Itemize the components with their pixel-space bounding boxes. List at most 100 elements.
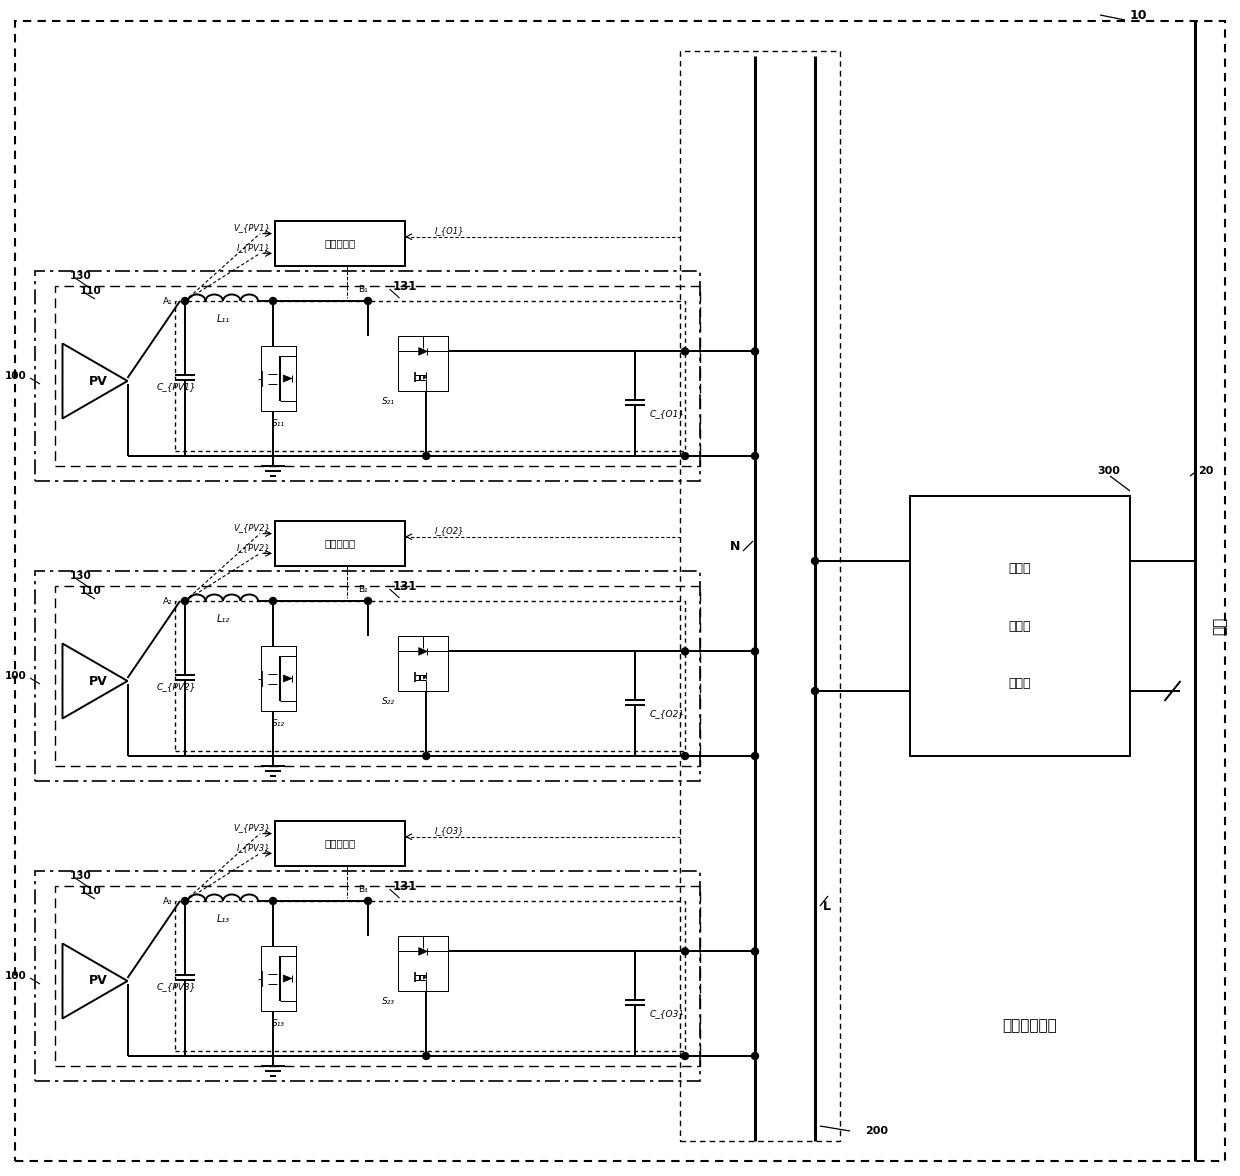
Text: A₃: A₃	[164, 896, 174, 906]
Circle shape	[751, 648, 759, 655]
Text: 低唸直流母线: 低唸直流母线	[1003, 1018, 1058, 1034]
Text: B₃: B₃	[358, 884, 368, 894]
Bar	[260, 346, 295, 410]
Text: C_{PV1}: C_{PV1}	[157, 382, 196, 390]
Bar	[175, 601, 684, 751]
Text: S₁₁: S₁₁	[272, 419, 284, 428]
Text: L: L	[823, 900, 831, 913]
Bar	[35, 270, 701, 481]
Circle shape	[682, 948, 688, 955]
Text: 逆变器: 逆变器	[1009, 676, 1032, 689]
Text: C_{PV2}: C_{PV2}	[157, 682, 196, 691]
Text: I_{PV2}: I_{PV2}	[237, 543, 270, 552]
Bar	[275, 821, 405, 866]
Bar	[55, 886, 701, 1065]
Bar	[175, 901, 684, 1051]
Text: 131: 131	[392, 580, 417, 593]
Text: C_{O1}: C_{O1}	[650, 409, 686, 419]
Text: 升压式: 升压式	[1009, 562, 1032, 575]
Text: L₁₃: L₁₃	[217, 914, 229, 924]
Text: V_{PV3}: V_{PV3}	[233, 823, 270, 833]
Circle shape	[682, 1053, 688, 1060]
Text: 131: 131	[392, 280, 417, 293]
Text: S₂₃: S₂₃	[382, 996, 396, 1005]
Circle shape	[181, 298, 188, 305]
Text: 130: 130	[69, 871, 92, 881]
Text: V_{PV2}: V_{PV2}	[233, 523, 270, 532]
Bar	[260, 646, 295, 711]
Circle shape	[682, 348, 688, 355]
Circle shape	[751, 1053, 759, 1060]
Bar	[275, 521, 405, 566]
Bar	[680, 51, 839, 1141]
Text: B₁: B₁	[358, 285, 368, 294]
Polygon shape	[423, 675, 427, 679]
Bar	[35, 871, 701, 1081]
Bar	[55, 286, 701, 466]
Bar	[55, 586, 701, 766]
Bar	[260, 946, 295, 1011]
Text: 110: 110	[81, 586, 102, 596]
Text: N: N	[729, 540, 740, 553]
Circle shape	[365, 597, 372, 604]
Circle shape	[365, 897, 372, 904]
Text: 第一控制器: 第一控制器	[325, 239, 356, 248]
Bar	[910, 496, 1130, 756]
Text: B₂: B₂	[358, 584, 368, 594]
Text: 300: 300	[1097, 466, 1120, 476]
Text: S₂₂: S₂₂	[382, 696, 396, 706]
Text: 高增益: 高增益	[1009, 620, 1032, 633]
Bar	[398, 336, 448, 390]
Text: I_{PV1}: I_{PV1}	[237, 243, 270, 252]
Bar	[398, 636, 448, 691]
Text: I_{O1}: I_{O1}	[435, 226, 465, 235]
Polygon shape	[283, 975, 291, 982]
Text: 第一控制器: 第一控制器	[325, 838, 356, 849]
Circle shape	[269, 897, 277, 904]
Circle shape	[751, 348, 759, 355]
Text: 100: 100	[5, 671, 27, 681]
Polygon shape	[419, 948, 428, 955]
Text: 第一控制器: 第一控制器	[325, 539, 356, 548]
Text: 110: 110	[81, 286, 102, 296]
Text: 20: 20	[1198, 466, 1214, 476]
Text: L₁₁: L₁₁	[217, 314, 229, 325]
Polygon shape	[423, 975, 427, 980]
Circle shape	[181, 897, 188, 904]
Polygon shape	[419, 648, 428, 655]
Circle shape	[423, 1053, 430, 1060]
Text: A₁: A₁	[164, 296, 174, 306]
Circle shape	[365, 298, 372, 305]
Text: C_{PV3}: C_{PV3}	[157, 982, 196, 991]
Text: 131: 131	[392, 880, 417, 893]
Circle shape	[682, 753, 688, 760]
Text: 100: 100	[5, 971, 27, 981]
Text: PV: PV	[89, 374, 108, 388]
Text: C_{O3}: C_{O3}	[650, 1009, 686, 1018]
Text: L₁₂: L₁₂	[217, 614, 229, 624]
Text: PV: PV	[89, 975, 108, 988]
Bar	[398, 936, 448, 991]
Circle shape	[811, 688, 818, 695]
Text: 200: 200	[866, 1125, 888, 1136]
Polygon shape	[283, 375, 291, 382]
Circle shape	[269, 298, 277, 305]
Polygon shape	[283, 675, 291, 682]
Circle shape	[269, 597, 277, 604]
Text: S₁₂: S₁₂	[272, 719, 284, 728]
Bar	[35, 572, 701, 781]
Text: I_{PV3}: I_{PV3}	[237, 843, 270, 851]
Text: 110: 110	[81, 886, 102, 896]
Text: S₂₁: S₂₁	[382, 396, 396, 406]
Circle shape	[751, 948, 759, 955]
Text: V_{PV1}: V_{PV1}	[233, 223, 270, 232]
Text: A₂: A₂	[164, 596, 174, 606]
Circle shape	[181, 597, 188, 604]
Circle shape	[682, 453, 688, 460]
Text: 100: 100	[5, 370, 27, 381]
Text: 130: 130	[69, 572, 92, 581]
Polygon shape	[423, 375, 427, 379]
Bar	[175, 301, 684, 452]
Polygon shape	[419, 348, 428, 355]
Circle shape	[423, 753, 430, 760]
